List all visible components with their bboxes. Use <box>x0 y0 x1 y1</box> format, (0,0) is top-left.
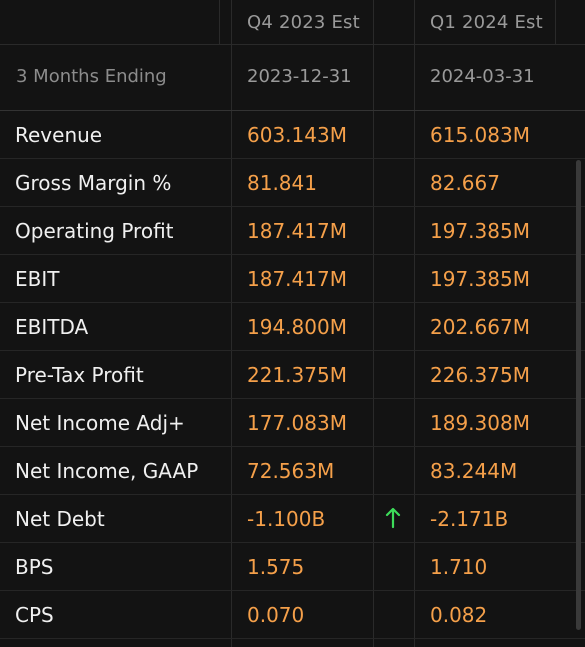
metric-value-q1-2024[interactable]: 202.667M <box>430 315 530 339</box>
metric-value-q4-2023[interactable]: 221.375M <box>247 363 347 387</box>
vertical-scrollbar[interactable] <box>576 160 581 630</box>
metric-label: Revenue <box>15 123 103 147</box>
metric-label: Operating Profit <box>15 219 174 243</box>
metric-value-q1-2024[interactable]: -2.171B <box>430 507 509 531</box>
metric-value-q4-2023[interactable]: 81.841 <box>247 171 317 195</box>
metric-value-q4-2023[interactable]: 177.083M <box>247 411 347 435</box>
metric-value-q4-2023[interactable]: 72.563M <box>247 459 335 483</box>
table-row[interactable]: EBIT 187.417M 197.385M <box>0 255 585 303</box>
metric-label: EBIT <box>15 267 60 291</box>
metric-label: Net Debt <box>15 507 105 531</box>
metric-value-q1-2024[interactable]: 82.667 <box>430 171 500 195</box>
metric-value-q4-2023[interactable]: 603.143M <box>247 123 347 147</box>
period-end-date-q1-2024: 2024-03-31 <box>430 66 535 87</box>
metric-value-q1-2024[interactable]: 197.385M <box>430 219 530 243</box>
metric-value-q1-2024[interactable]: 1.710 <box>430 555 488 579</box>
metric-label: EBITDA <box>15 315 89 339</box>
period-header-q4-2023[interactable]: Q4 2023 Est <box>247 12 360 33</box>
column-divider <box>231 0 232 647</box>
period-header-row: Q4 2023 Est Q1 2024 Est <box>0 0 585 44</box>
table-row[interactable]: Operating Profit 187.417M 197.385M <box>0 207 585 255</box>
metric-value-q4-2023[interactable]: 1.575 <box>247 555 305 579</box>
metric-label: Pre-Tax Profit <box>15 363 144 387</box>
metric-value-q1-2024[interactable]: 189.308M <box>430 411 530 435</box>
metric-value-q4-2023[interactable]: 194.800M <box>247 315 347 339</box>
metric-label: Net Income Adj+ <box>15 411 185 435</box>
metric-label: Net Income, GAAP <box>15 459 199 483</box>
table-row[interactable]: Net Income Adj+ 177.083M 189.308M <box>0 399 585 447</box>
column-divider <box>219 0 220 44</box>
metric-label: Gross Margin % <box>15 171 172 195</box>
column-divider <box>373 0 374 647</box>
subheader-divider <box>0 110 585 111</box>
metric-value-q1-2024[interactable]: 197.385M <box>430 267 530 291</box>
header-divider <box>0 44 585 45</box>
metric-value-q1-2024[interactable]: 0.082 <box>430 603 488 627</box>
metric-label: CPS <box>15 603 54 627</box>
metric-value-q4-2023[interactable]: 187.417M <box>247 267 347 291</box>
table-row[interactable]: Revenue 603.143M 615.083M <box>0 111 585 159</box>
table-row[interactable]: Net Income, GAAP 72.563M 83.244M <box>0 447 585 495</box>
metric-label: BPS <box>15 555 54 579</box>
table-row[interactable]: BPS 1.575 1.710 <box>0 543 585 591</box>
column-divider <box>555 0 556 44</box>
metric-value-q4-2023[interactable]: -1.100B <box>247 507 326 531</box>
metrics-table: Revenue 603.143M 615.083M Gross Margin % 81.… <box>0 111 585 639</box>
metric-value-q4-2023[interactable]: 187.417M <box>247 219 347 243</box>
metric-value-q1-2024[interactable]: 615.083M <box>430 123 530 147</box>
period-end-date-q4-2023: 2023-12-31 <box>247 66 352 87</box>
table-row[interactable]: Gross Margin % 81.841 82.667 <box>0 159 585 207</box>
metric-value-q1-2024[interactable]: 226.375M <box>430 363 530 387</box>
period-header-q1-2024[interactable]: Q1 2024 Est <box>430 12 543 33</box>
table-row[interactable]: EBITDA 194.800M 202.667M <box>0 303 585 351</box>
table-row[interactable]: CPS 0.070 0.082 <box>0 591 585 639</box>
arrow-up-icon <box>385 507 401 529</box>
metric-value-q1-2024[interactable]: 83.244M <box>430 459 518 483</box>
period-end-label: 3 Months Ending <box>16 66 167 87</box>
metric-value-q4-2023[interactable]: 0.070 <box>247 603 305 627</box>
table-row[interactable]: Pre-Tax Profit 221.375M 226.375M <box>0 351 585 399</box>
period-end-row: 3 Months Ending 2023-12-31 2024-03-31 <box>0 44 585 110</box>
column-divider <box>414 0 415 647</box>
table-row[interactable]: Net Debt -1.100B -2.171B <box>0 495 585 543</box>
